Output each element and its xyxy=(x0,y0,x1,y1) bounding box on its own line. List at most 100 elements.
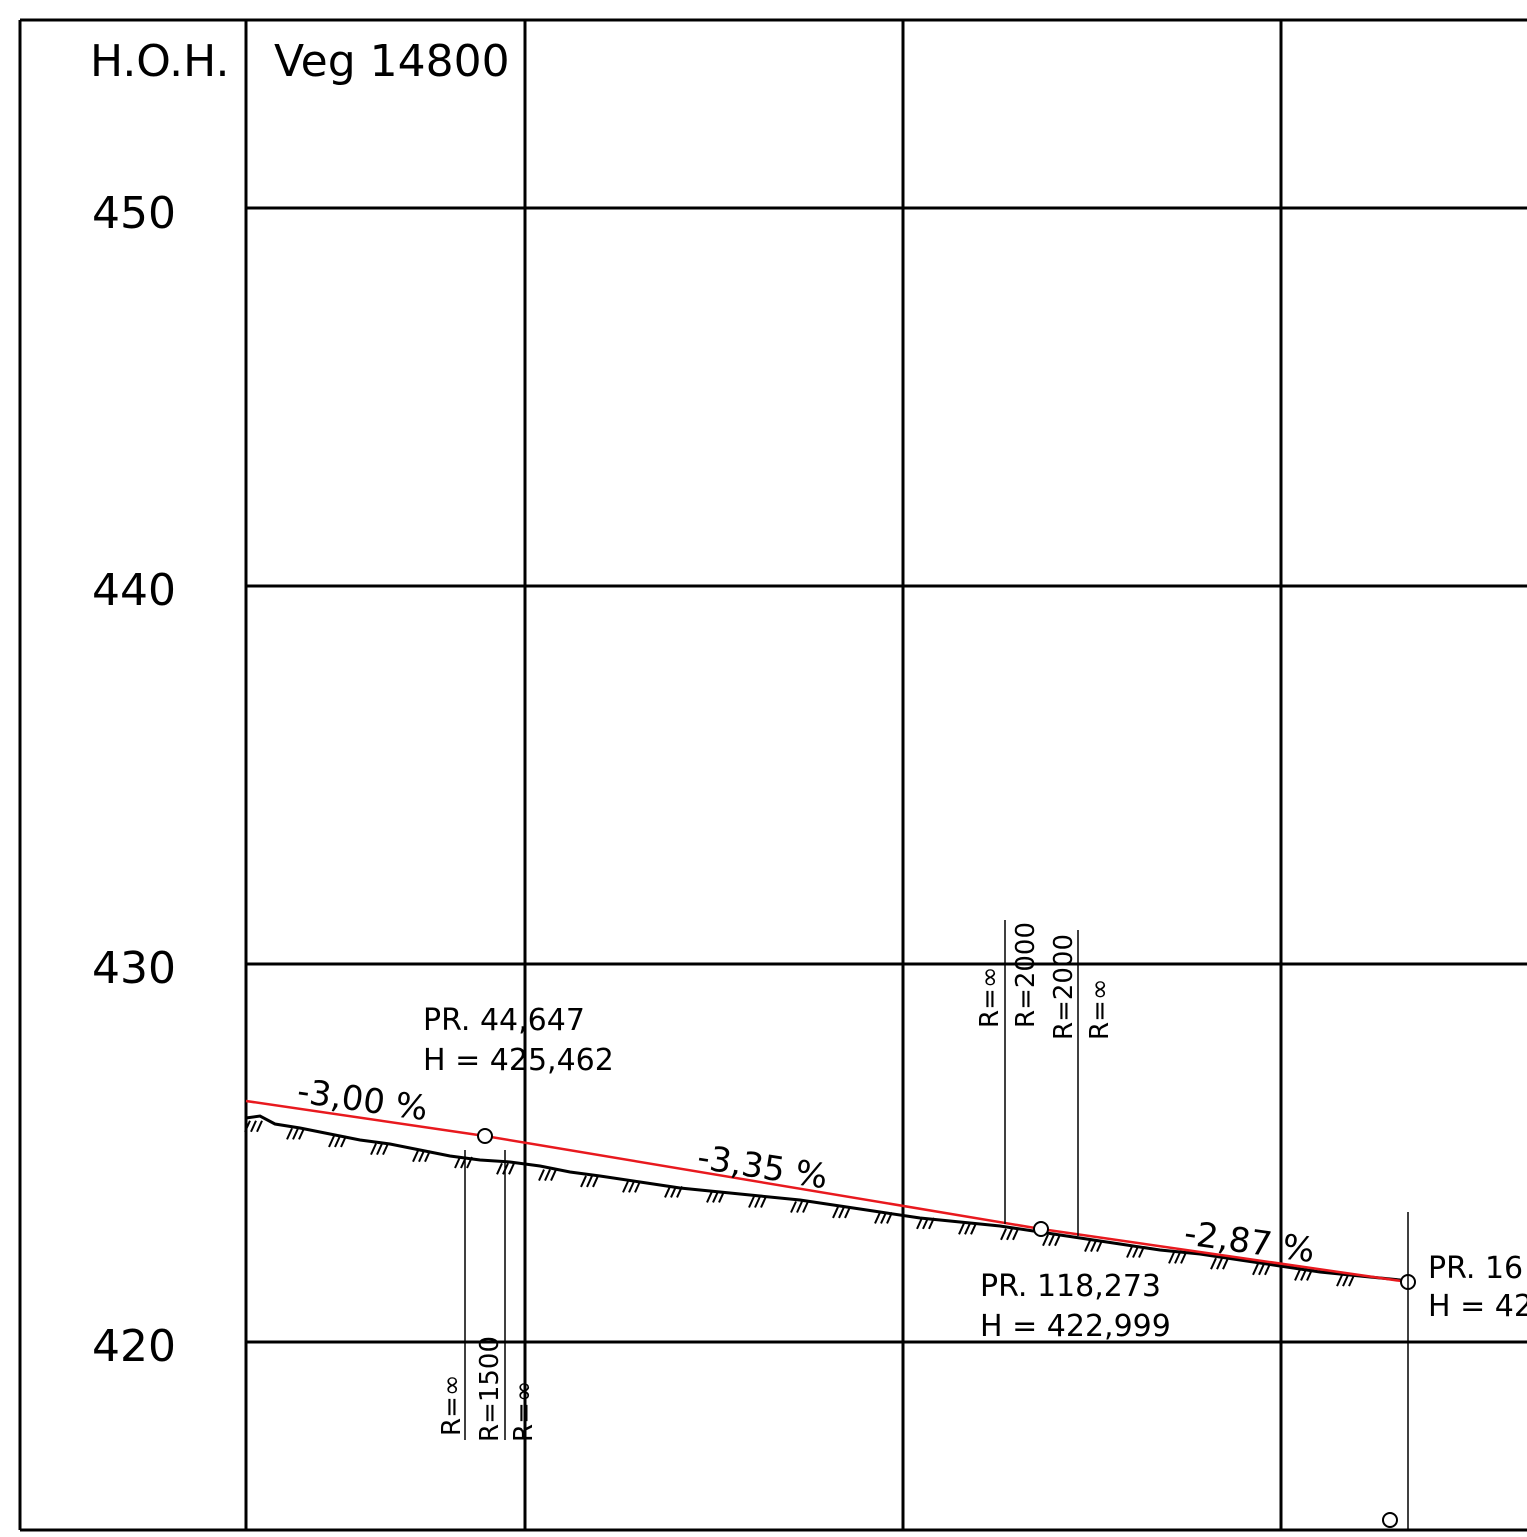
hatch-mark xyxy=(1096,1240,1103,1253)
hatch-mark xyxy=(1174,1251,1181,1264)
hatch-mark xyxy=(790,1201,797,1213)
hatch-mark xyxy=(796,1201,803,1213)
hatch-mark xyxy=(1306,1269,1313,1281)
datum-label: H.O.H. xyxy=(90,36,229,87)
hatch-mark xyxy=(1054,1234,1061,1247)
station-label: PR. 118,273 xyxy=(980,1269,1161,1304)
radius-label: R=2000 xyxy=(1049,934,1079,1040)
hatch-mark xyxy=(634,1180,641,1193)
hatch-mark xyxy=(580,1175,587,1188)
hatch-mark xyxy=(544,1169,551,1182)
hatch-mark xyxy=(1012,1228,1019,1241)
elevation-tick: 440 xyxy=(92,565,176,616)
hatch-mark xyxy=(1348,1274,1355,1287)
hatch-mark xyxy=(1132,1246,1139,1258)
hatch-mark xyxy=(1210,1257,1217,1270)
road-label: Veg 14800 xyxy=(274,36,510,87)
hatch-mark xyxy=(376,1143,383,1156)
hatch-mark xyxy=(958,1222,965,1235)
radius-label: R=2000 xyxy=(1011,922,1041,1028)
hatch-mark xyxy=(676,1185,683,1198)
hatch-mark xyxy=(334,1135,341,1148)
hatch-mark xyxy=(838,1206,845,1219)
hatch-mark xyxy=(1222,1257,1229,1270)
hatch-mark xyxy=(1090,1240,1097,1253)
hatch-mark xyxy=(754,1196,761,1208)
hatch-mark xyxy=(970,1222,977,1235)
radius-label: R=∞ xyxy=(509,1380,539,1442)
terrain-line xyxy=(245,1114,1409,1284)
hatch-mark xyxy=(1300,1269,1307,1281)
hatch-mark xyxy=(760,1196,767,1208)
hatch-mark xyxy=(466,1156,473,1169)
station-label: PR. 44,647 xyxy=(423,1003,585,1038)
hatch-mark xyxy=(550,1169,557,1182)
hatch-mark xyxy=(1048,1234,1055,1247)
hatch-mark xyxy=(592,1175,599,1188)
hatch-mark xyxy=(1264,1263,1271,1276)
hatch-mark xyxy=(1000,1228,1007,1241)
curve-marker-lines xyxy=(464,920,1409,1530)
hatch-mark xyxy=(748,1196,755,1208)
elevation-tick: 450 xyxy=(92,188,176,239)
design-grade-line xyxy=(245,1099,1409,1284)
hatch-mark xyxy=(922,1217,929,1230)
elevation-tick: 420 xyxy=(92,1321,176,1372)
vertical-point-marker xyxy=(1382,1512,1398,1528)
elevation-tick: 430 xyxy=(92,943,176,994)
vertical-point-marker xyxy=(1033,1221,1049,1237)
hatch-mark xyxy=(1342,1274,1349,1287)
hatch-mark xyxy=(412,1150,419,1163)
radius-label: R=∞ xyxy=(975,966,1005,1028)
grade-label: -3,35 % xyxy=(695,1137,831,1197)
hatch-mark xyxy=(706,1191,713,1203)
hatch-mark xyxy=(250,1120,257,1133)
grid xyxy=(244,20,1527,1530)
terrain-hatching xyxy=(244,1120,1355,1287)
hatch-mark xyxy=(1294,1269,1301,1281)
hatch-mark xyxy=(886,1211,893,1224)
height-label: H = 422,999 xyxy=(980,1309,1171,1344)
hatch-mark xyxy=(496,1162,503,1175)
height-label: H = 425,462 xyxy=(423,1043,614,1078)
hatch-mark xyxy=(1180,1251,1187,1264)
hatch-mark xyxy=(454,1156,461,1169)
hatch-mark xyxy=(664,1185,671,1198)
hatch-mark xyxy=(508,1162,515,1175)
vertical-point-marker xyxy=(477,1128,493,1144)
hatch-mark xyxy=(832,1206,839,1219)
height-label: H = 42 xyxy=(1428,1289,1527,1324)
hatch-mark xyxy=(370,1143,377,1156)
hatch-mark xyxy=(286,1127,293,1140)
hatch-mark xyxy=(418,1150,425,1163)
hatch-mark xyxy=(1042,1234,1049,1247)
hatch-mark xyxy=(964,1222,971,1235)
hatch-mark xyxy=(622,1180,629,1193)
frame xyxy=(18,18,1527,1532)
grade-label: -3,00 % xyxy=(295,1071,430,1129)
hatch-mark xyxy=(1006,1228,1013,1241)
hatch-mark xyxy=(340,1135,347,1148)
hatch-mark xyxy=(844,1206,851,1219)
hatch-mark xyxy=(916,1217,923,1230)
hatch-mark xyxy=(586,1175,593,1188)
hatch-mark xyxy=(1336,1274,1343,1287)
hatch-mark xyxy=(1258,1263,1265,1276)
hatch-mark xyxy=(1126,1246,1133,1258)
hatch-mark xyxy=(1084,1240,1091,1253)
hatch-mark xyxy=(256,1120,263,1133)
hatch-mark xyxy=(328,1135,335,1148)
hatch-mark xyxy=(802,1201,809,1213)
hatch-mark xyxy=(292,1127,299,1140)
radius-label: R=1500 xyxy=(475,1336,505,1442)
hatch-mark xyxy=(718,1191,725,1203)
hatch-mark xyxy=(1138,1246,1145,1258)
hatch-mark xyxy=(874,1211,881,1224)
hatch-mark xyxy=(628,1180,635,1193)
hatch-mark xyxy=(538,1169,545,1182)
hatch-mark xyxy=(298,1127,305,1140)
hatch-mark xyxy=(382,1143,389,1156)
hatch-mark xyxy=(670,1185,677,1198)
hatch-mark xyxy=(880,1211,887,1224)
